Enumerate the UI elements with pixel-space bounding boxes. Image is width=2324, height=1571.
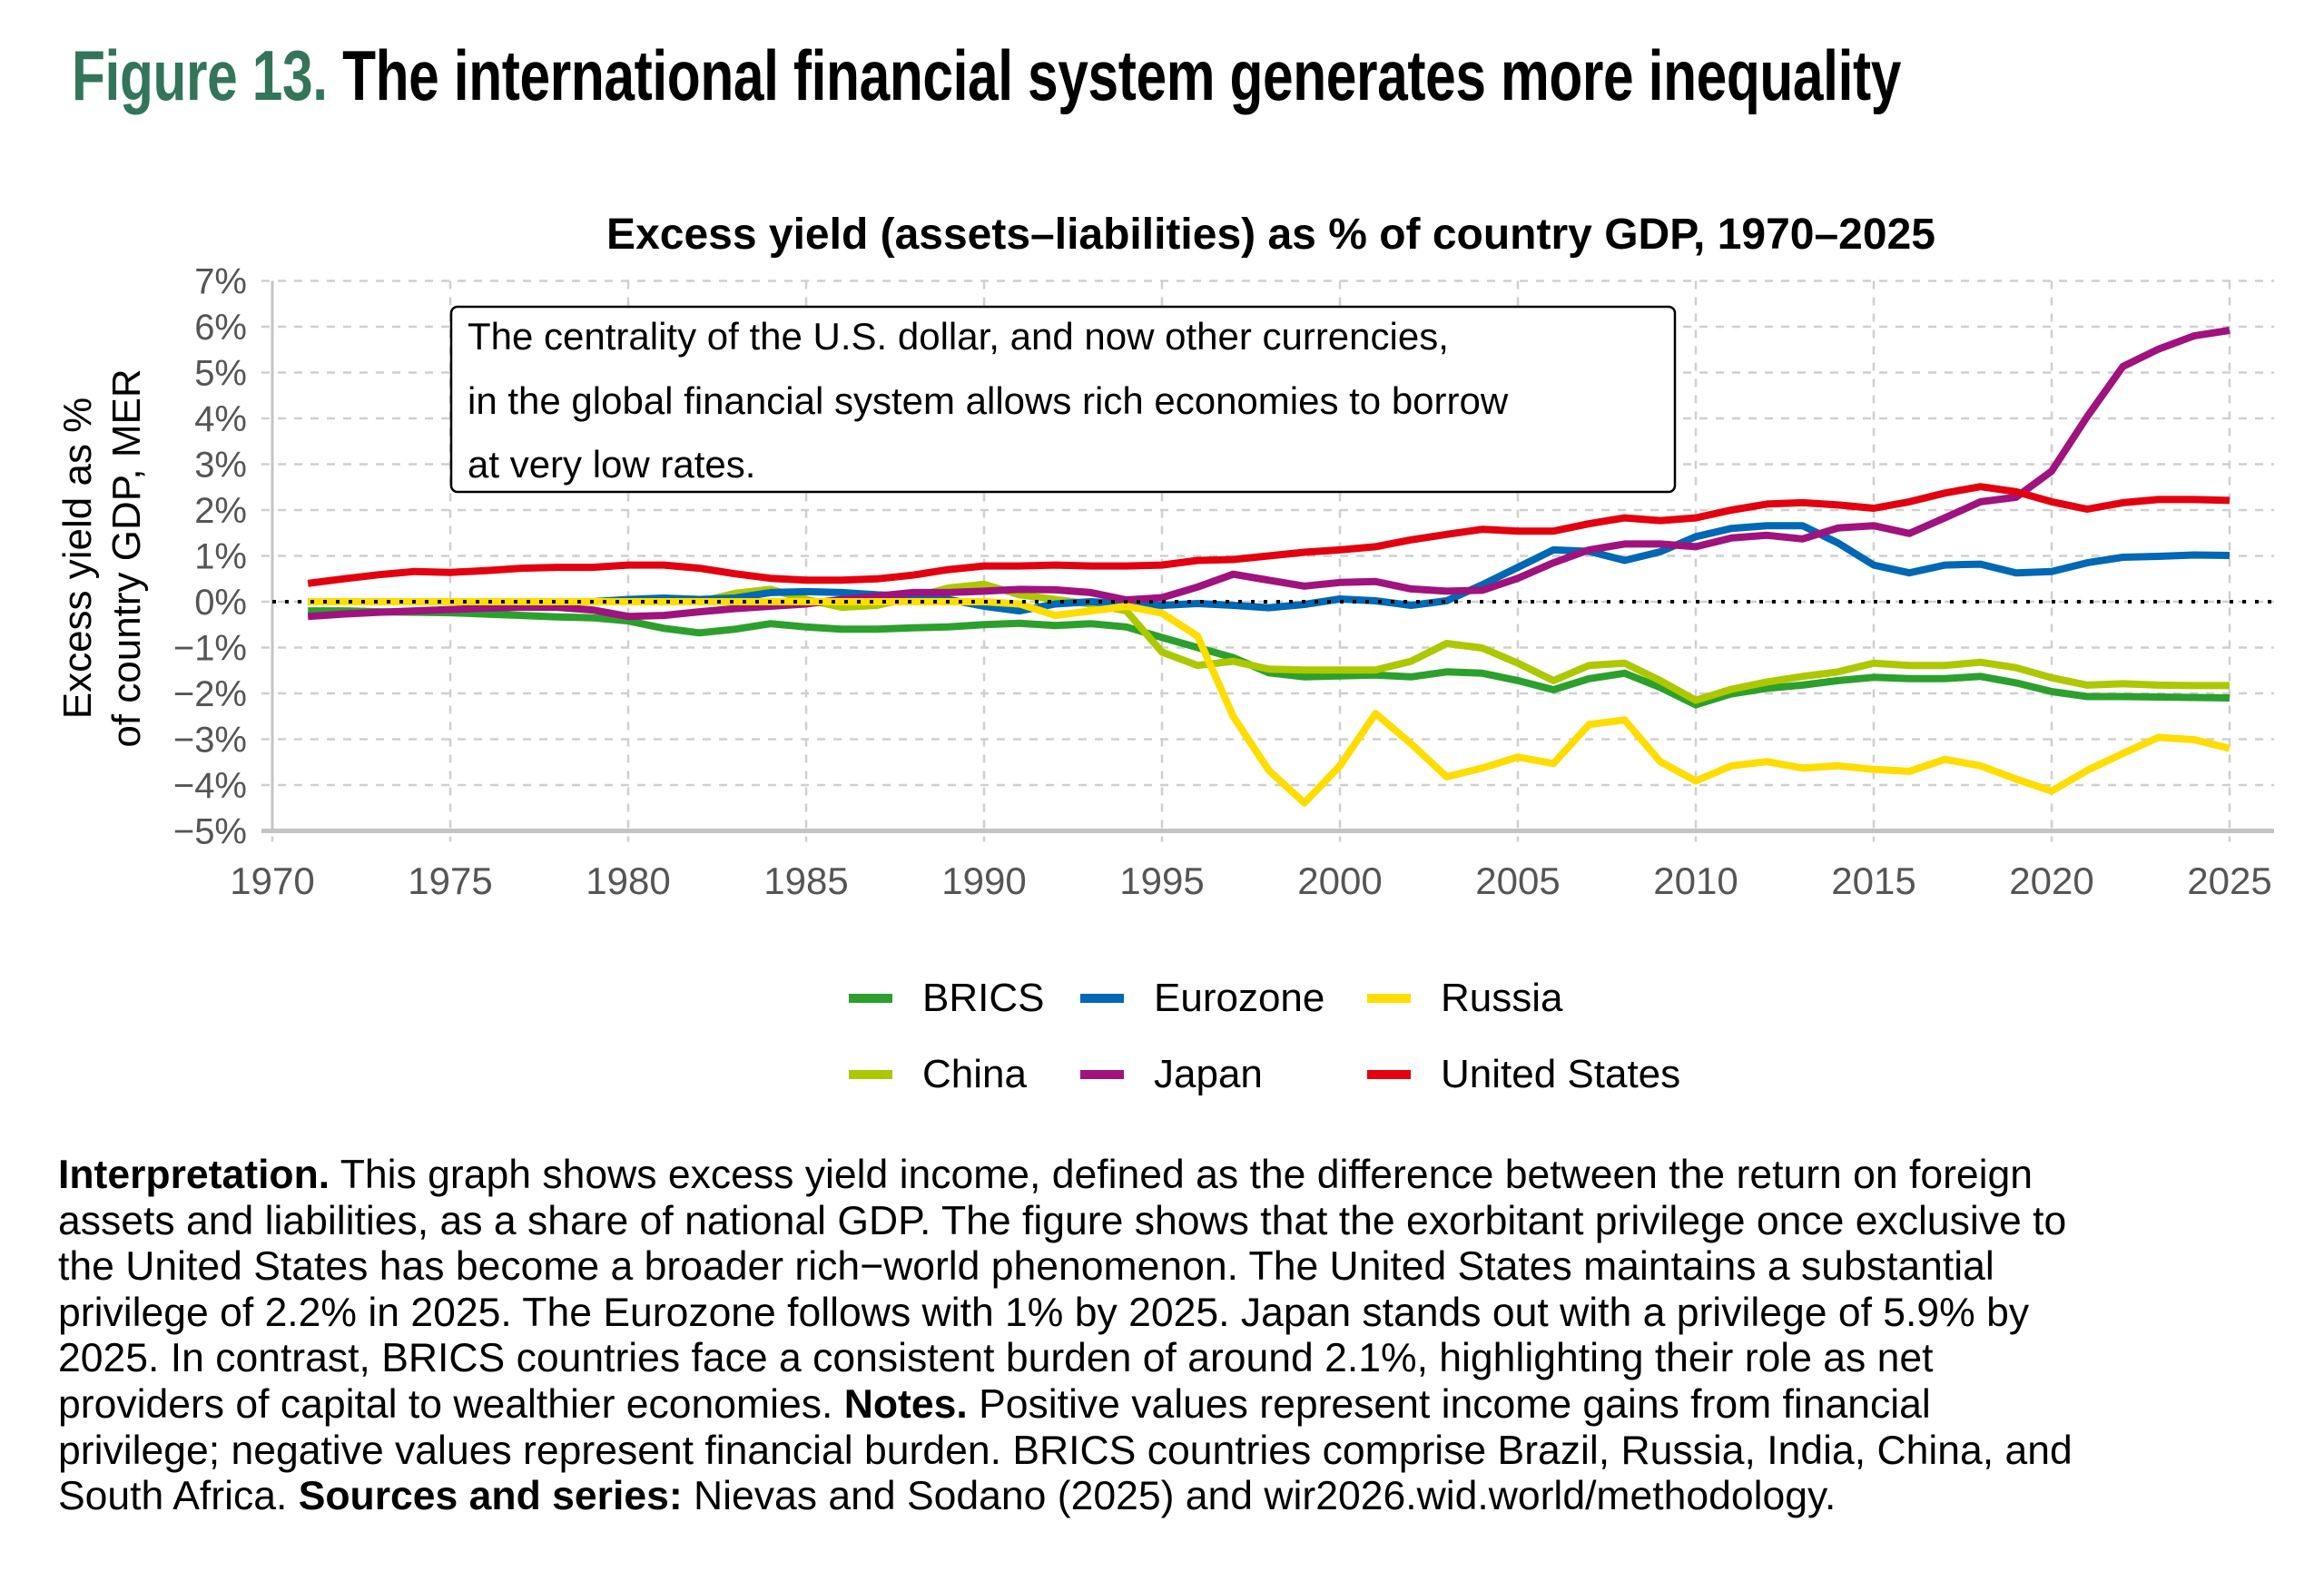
text-segment: the United States has become a broader r… xyxy=(58,1244,1994,1290)
text-segment: Nievas and Sodano (2025) and wir2026.wid… xyxy=(682,1474,1837,1519)
x-tick-label: 1970 xyxy=(230,859,314,902)
y-tick-label: 2% xyxy=(194,491,247,531)
text-segment: providers of capital to wealthier econom… xyxy=(58,1381,844,1427)
x-tick-label: 1985 xyxy=(763,859,848,902)
y-tick-label: 4% xyxy=(194,399,247,439)
y-tick-label: 6% xyxy=(194,308,247,348)
paragraph-line: Interpretation. This graph shows excess … xyxy=(58,1153,2291,1199)
y-tick-label: −3% xyxy=(173,721,247,761)
series-line-united-states xyxy=(307,483,2230,587)
text-segment: privilege of 2.2% in 2025. The Eurozone … xyxy=(58,1290,2030,1335)
legend-label: Eurozone xyxy=(1154,976,1325,1020)
x-tick-label: 2000 xyxy=(1297,859,1382,902)
legend-swatch xyxy=(849,1070,892,1079)
bold-label: Interpretation. xyxy=(58,1153,330,1197)
y-tick-label: −1% xyxy=(173,629,247,669)
y-axis-title-line-2: of country GDP, MER xyxy=(104,368,149,747)
text-segment: South Africa. xyxy=(58,1474,299,1519)
interpretation-notes: Interpretation. This graph shows excess … xyxy=(58,1153,2291,1520)
x-tick-label: 2010 xyxy=(1653,859,1738,902)
annotation-line-3: at very low rates. xyxy=(468,443,755,486)
legend-item-brics: BRICS xyxy=(849,976,1044,1021)
legend-item-japan: Japan xyxy=(1080,1052,1263,1097)
legend-item-united-states: United States xyxy=(1367,1052,1680,1097)
figure-title-text: The international financial system gener… xyxy=(342,35,1901,115)
legend-swatch xyxy=(1367,1070,1411,1079)
legend-item-china: China xyxy=(849,1052,1027,1097)
legend-swatch xyxy=(1367,994,1411,1003)
x-tick-label: 1995 xyxy=(1119,859,1204,902)
legend-swatch xyxy=(849,994,892,1003)
y-tick-label: 3% xyxy=(194,446,247,486)
legend-swatch xyxy=(1080,994,1124,1003)
series-line-brics xyxy=(308,607,2230,709)
bold-label: Notes. xyxy=(843,1381,968,1427)
paragraph-line: the United States has become a broader r… xyxy=(58,1244,2291,1291)
chart-title: Excess yield (assets–liabilities) as % o… xyxy=(606,211,1935,259)
x-tick-label: 1990 xyxy=(941,859,1026,902)
figure-number: Figure 13. xyxy=(72,35,328,115)
x-tick-label: 1975 xyxy=(408,859,492,902)
x-tick-label: 2020 xyxy=(2009,859,2093,902)
x-tick-label: 2015 xyxy=(1831,859,1915,902)
legend-label: Japan xyxy=(1154,1052,1263,1096)
y-tick-label: 0% xyxy=(194,583,247,623)
legend-label: Russia xyxy=(1441,976,1563,1020)
series-lines xyxy=(307,327,2230,807)
y-tick-label: −5% xyxy=(173,812,247,852)
y-axis-title: Excess yield as % of country GDP, MER xyxy=(55,368,149,747)
legend-item-eurozone: Eurozone xyxy=(1080,976,1324,1021)
text-segment: privilege; negative values represent fin… xyxy=(58,1428,2073,1473)
x-tick-label: 1980 xyxy=(586,859,670,902)
text-segment: This graph shows excess yield income, de… xyxy=(330,1153,2034,1197)
annotation-line-1: The centrality of the U.S. dollar, and n… xyxy=(468,315,1449,358)
paragraph-line: privilege of 2.2% in 2025. The Eurozone … xyxy=(58,1291,2291,1337)
y-axis-title-line-1: Excess yield as % xyxy=(55,398,100,720)
text-segment: Positive values represent income gains f… xyxy=(967,1381,1931,1427)
figure-title: Figure 13. The international financial s… xyxy=(72,34,1901,117)
y-tick-label: −4% xyxy=(173,766,247,806)
annotation-box: The centrality of the U.S. dollar, and n… xyxy=(449,305,1677,494)
y-tick-label: 1% xyxy=(194,537,247,577)
legend-label: BRICS xyxy=(922,976,1045,1020)
bold-label: Sources and series: xyxy=(298,1474,683,1519)
text-segment: 2025. In contrast, BRICS countries face … xyxy=(58,1336,1934,1381)
series-line-japan xyxy=(307,327,2230,621)
legend-label: China xyxy=(922,1052,1027,1096)
paragraph-line: privilege; negative values represent fin… xyxy=(58,1429,2291,1475)
y-tick-label: 5% xyxy=(194,354,247,394)
y-tick-label: −2% xyxy=(173,674,247,714)
paragraph-line: assets and liabilities, as a share of na… xyxy=(58,1199,2291,1245)
paragraph-line: 2025. In contrast, BRICS countries face … xyxy=(58,1336,2291,1382)
legend-item-russia: Russia xyxy=(1367,976,1563,1021)
paragraph-line: South Africa. Sources and series: Nievas… xyxy=(58,1474,2291,1520)
legend-swatch xyxy=(1080,1070,1124,1079)
legend-label: United States xyxy=(1441,1052,1681,1096)
series-line-russia xyxy=(308,598,2230,807)
x-tick-label: 2025 xyxy=(2187,859,2271,902)
annotation-line-2: in the global financial system allows ri… xyxy=(468,379,1509,422)
x-tick-label: 2005 xyxy=(1475,859,1560,902)
axes: 7% 6% 5% 4% 3% 2% 1% 0% −1% −2% −3% −4% −5% 1970 1975 1… xyxy=(173,262,2274,902)
text-segment: assets and liabilities, as a share of na… xyxy=(58,1198,2067,1243)
paragraph-line: providers of capital to wealthier econom… xyxy=(58,1382,2291,1429)
y-tick-label: 7% xyxy=(194,262,247,302)
